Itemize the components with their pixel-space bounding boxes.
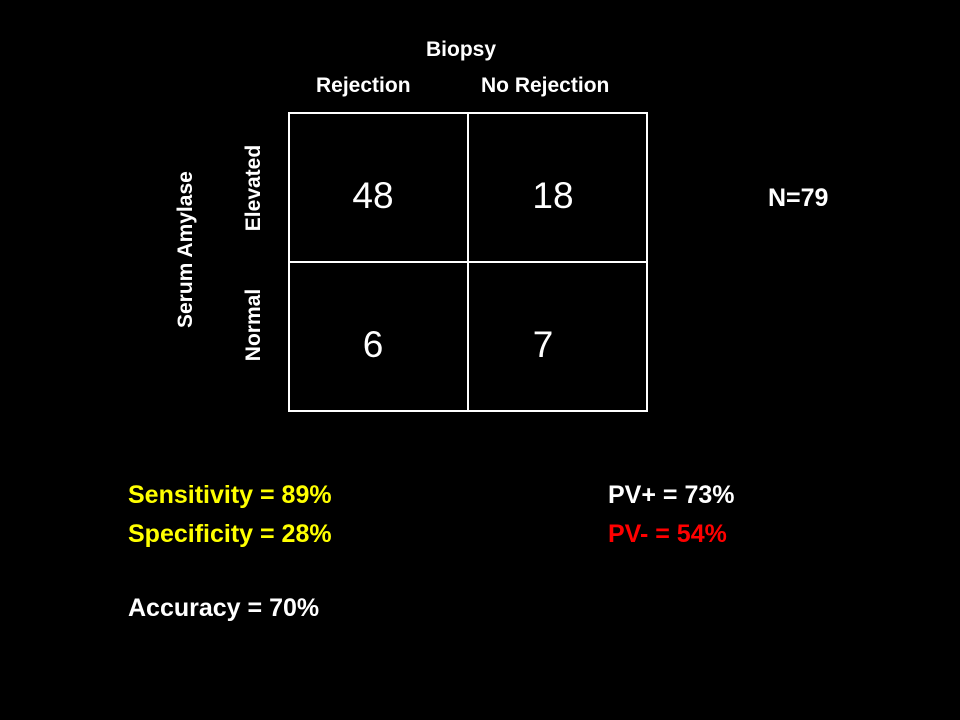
row-label-elevated: Elevated <box>242 144 265 232</box>
col-header-no-rejection: No Rejection <box>481 74 610 97</box>
cell-normal-rejection: 6 <box>362 324 384 365</box>
metric-accuracy: Accuracy = 70% <box>128 594 320 622</box>
biopsy-header: Biopsy <box>426 38 497 61</box>
grid-line-top <box>288 112 648 114</box>
metric-pv-negative: PV- = 54% <box>608 520 727 548</box>
metric-pv-positive: PV+ = 73% <box>608 481 735 509</box>
total-n: N=79 <box>768 184 829 212</box>
metric-specificity: Specificity = 28% <box>128 520 332 548</box>
row-label-normal: Normal <box>242 288 265 362</box>
cell-normal-no-rejection: 7 <box>532 324 554 365</box>
col-header-rejection: Rejection <box>316 74 411 97</box>
contingency-table: 48 18 6 7 <box>288 112 648 412</box>
cell-elevated-no-rejection: 18 <box>532 175 574 216</box>
cell-elevated-rejection: 48 <box>352 175 394 216</box>
metric-sensitivity: Sensitivity = 89% <box>128 481 332 509</box>
grid-line-bottom <box>288 410 648 412</box>
row-axis-title: Serum Amylase <box>174 171 197 328</box>
grid-line-center <box>288 261 648 263</box>
